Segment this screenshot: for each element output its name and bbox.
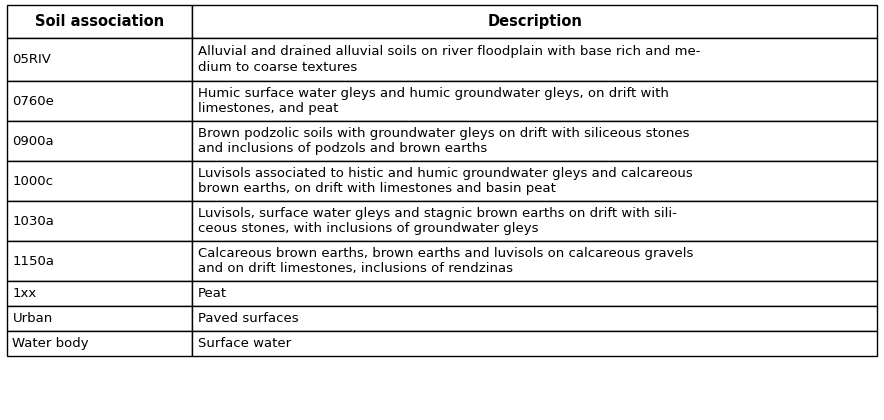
Text: Alluvial and drained alluvial soils on river floodplain with base rich and me-
d: Alluvial and drained alluvial soils on r… bbox=[198, 45, 700, 74]
Text: 1150a: 1150a bbox=[12, 255, 55, 268]
Text: Brown podzolic soils with groundwater gleys on drift with siliceous stones
and i: Brown podzolic soils with groundwater gl… bbox=[198, 127, 690, 155]
Bar bbox=[193, 161, 877, 201]
Text: 0760e: 0760e bbox=[12, 94, 54, 108]
Text: Humic surface water gleys and humic groundwater gleys, on drift with
limestones,: Humic surface water gleys and humic grou… bbox=[198, 87, 668, 115]
Bar bbox=[193, 241, 877, 281]
Text: Luvisols associated to histic and humic groundwater gleys and calcareous
brown e: Luvisols associated to histic and humic … bbox=[198, 167, 692, 195]
Bar bbox=[7, 121, 193, 161]
Bar bbox=[7, 38, 193, 81]
Text: Soil association: Soil association bbox=[35, 14, 164, 29]
Bar bbox=[193, 201, 877, 241]
Bar bbox=[7, 241, 193, 281]
Bar bbox=[7, 81, 193, 121]
Text: 0900a: 0900a bbox=[12, 134, 54, 147]
Bar bbox=[7, 306, 193, 331]
Bar bbox=[7, 5, 193, 38]
Bar bbox=[193, 281, 877, 306]
Text: Description: Description bbox=[487, 14, 582, 29]
Text: 1030a: 1030a bbox=[12, 215, 54, 228]
Bar bbox=[7, 201, 193, 241]
Text: Paved surfaces: Paved surfaces bbox=[198, 312, 298, 325]
Bar bbox=[193, 331, 877, 356]
Bar bbox=[193, 38, 877, 81]
Text: Water body: Water body bbox=[12, 337, 89, 350]
Text: Urban: Urban bbox=[12, 312, 53, 325]
Bar bbox=[193, 121, 877, 161]
Text: Calcareous brown earths, brown earths and luvisols on calcareous gravels
and on : Calcareous brown earths, brown earths an… bbox=[198, 247, 693, 275]
Bar bbox=[7, 161, 193, 201]
Text: Surface water: Surface water bbox=[198, 337, 291, 350]
Text: 05RIV: 05RIV bbox=[12, 53, 51, 66]
Text: 1xx: 1xx bbox=[12, 287, 36, 300]
Bar bbox=[7, 331, 193, 356]
Bar bbox=[193, 5, 877, 38]
Text: Peat: Peat bbox=[198, 287, 227, 300]
Text: 1000c: 1000c bbox=[12, 175, 53, 188]
Bar bbox=[7, 281, 193, 306]
Text: Luvisols, surface water gleys and stagnic brown earths on drift with sili-
ceous: Luvisols, surface water gleys and stagni… bbox=[198, 207, 676, 235]
Bar bbox=[193, 81, 877, 121]
Bar bbox=[193, 306, 877, 331]
